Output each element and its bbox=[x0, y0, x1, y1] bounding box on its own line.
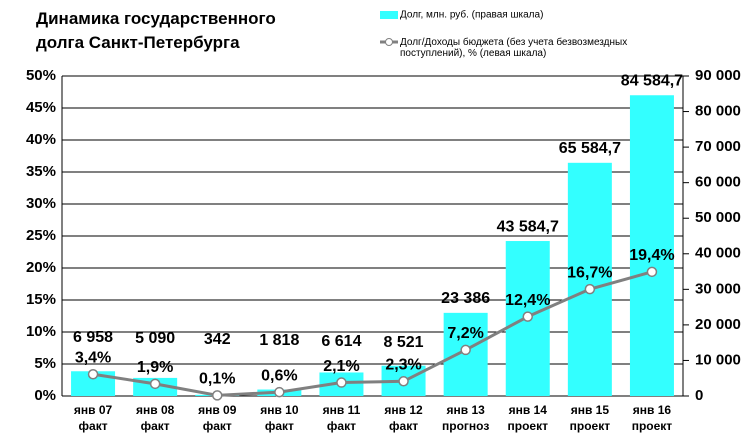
chart-title: Динамика государственного долга Санкт-Пет… bbox=[36, 9, 276, 52]
y2-tick-label: 0 bbox=[695, 387, 703, 404]
x-tick-label: янв 15 проект bbox=[570, 403, 611, 433]
x-tick-label: янв 07 факт bbox=[74, 403, 113, 433]
line-marker bbox=[149, 378, 161, 390]
y-tick-label: 15% bbox=[26, 291, 56, 308]
legend-label: Долг, млн. руб. (правая шкала) bbox=[400, 9, 543, 21]
y2-tick-label: 70 000 bbox=[695, 138, 741, 155]
data-label: 342 bbox=[204, 331, 231, 348]
x-tick-label: янв 13 прогноз bbox=[442, 403, 489, 433]
y-tick-label: 45% bbox=[26, 99, 56, 116]
data-label: 7,2% bbox=[447, 325, 483, 342]
x-tick-label: янв 10 факт bbox=[260, 403, 299, 433]
data-label: 65 584,7 bbox=[559, 140, 621, 157]
y2-tick-label: 50 000 bbox=[695, 209, 741, 226]
x-tick-label: янв 14 проект bbox=[508, 403, 549, 433]
y-tick-label: 0% bbox=[34, 387, 56, 404]
line-marker bbox=[460, 344, 471, 356]
data-label: 0,6% bbox=[261, 367, 297, 384]
y-tick-label: 50% bbox=[26, 67, 56, 84]
x-tick-label: янв 16 проект bbox=[632, 403, 673, 433]
data-label: 2,3% bbox=[385, 356, 421, 373]
line-marker bbox=[87, 368, 99, 380]
data-label: 19,4% bbox=[629, 247, 674, 264]
line-marker bbox=[646, 266, 658, 278]
data-label: 16,7% bbox=[567, 264, 612, 281]
legend-marker bbox=[385, 38, 393, 46]
data-label: 6 958 bbox=[73, 329, 113, 346]
y2-tick-label: 90 000 bbox=[695, 67, 741, 84]
line-marker bbox=[212, 390, 223, 401]
legend-swatch bbox=[380, 11, 398, 19]
y2-tick-label: 40 000 bbox=[695, 245, 741, 262]
x-tick-label: янв 08 факт bbox=[136, 403, 175, 433]
x-tick-label: янв 12 факт bbox=[384, 403, 423, 433]
line-marker bbox=[522, 311, 533, 322]
data-label: 6 614 bbox=[321, 333, 361, 350]
y-tick-label: 25% bbox=[26, 227, 56, 244]
line-marker bbox=[274, 386, 285, 398]
data-label: 5 090 bbox=[135, 330, 175, 347]
y-tick-label: 30% bbox=[26, 195, 56, 212]
y2-tick-label: 30 000 bbox=[695, 280, 741, 297]
y2-tick-label: 60 000 bbox=[695, 174, 741, 191]
y-tick-label: 10% bbox=[26, 323, 56, 340]
data-label: 43 584,7 bbox=[497, 218, 559, 235]
y-tick-label: 35% bbox=[26, 163, 56, 180]
data-label: 0,1% bbox=[199, 371, 235, 388]
y2-tick-label: 80 000 bbox=[695, 103, 741, 120]
x-tick-label: янв 09 факт bbox=[198, 403, 237, 433]
line-marker bbox=[336, 377, 347, 388]
data-label: 2,1% bbox=[323, 358, 359, 375]
y-tick-label: 20% bbox=[26, 259, 56, 276]
data-label: 3,4% bbox=[75, 349, 111, 366]
x-tick-label: янв 11 факт bbox=[323, 403, 361, 433]
bar bbox=[567, 162, 612, 396]
line-marker bbox=[584, 283, 596, 295]
y2-tick-label: 10 000 bbox=[695, 351, 741, 368]
data-label: 23 386 bbox=[441, 290, 490, 307]
line-marker bbox=[398, 376, 409, 387]
y-tick-label: 5% bbox=[34, 355, 56, 372]
data-label: 12,4% bbox=[505, 292, 550, 309]
line bbox=[92, 270, 653, 397]
data-label: 1 818 bbox=[259, 332, 299, 349]
y2-tick-label: 20 000 bbox=[695, 316, 741, 333]
bar bbox=[629, 95, 674, 397]
legend-label: Долг/Доходы бюджета (без учета безвозмез… bbox=[400, 36, 627, 59]
data-label: 8 521 bbox=[384, 334, 424, 351]
data-label: 84 584,7 bbox=[621, 72, 683, 89]
data-label: 1,9% bbox=[137, 359, 173, 376]
y-tick-label: 40% bbox=[26, 131, 56, 148]
